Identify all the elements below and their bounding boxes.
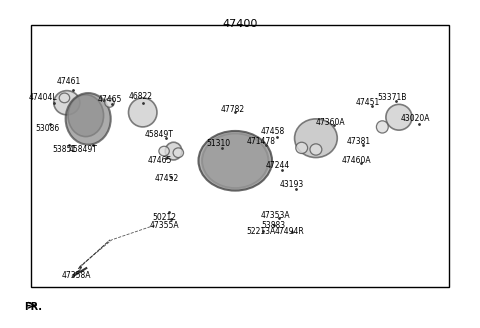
Text: 47400: 47400 [222,19,258,29]
Text: 53883: 53883 [261,221,285,230]
Text: 471478: 471478 [247,137,276,146]
Ellipse shape [296,142,308,154]
Ellipse shape [159,146,169,156]
Text: 47461: 47461 [57,77,81,86]
Text: 47782: 47782 [221,105,245,114]
Ellipse shape [202,133,268,188]
Text: 47404L: 47404L [29,93,58,102]
Text: 53851: 53851 [52,145,76,154]
Ellipse shape [59,93,70,103]
Text: 50212: 50212 [152,213,176,222]
Ellipse shape [310,144,322,155]
Ellipse shape [165,142,182,160]
Text: 45849T: 45849T [69,145,98,154]
Text: 51310: 51310 [206,138,231,148]
Text: 47465: 47465 [147,156,171,165]
Text: FR.: FR. [24,301,42,312]
Text: 43020A: 43020A [401,114,430,123]
Ellipse shape [295,119,337,157]
Text: 47451: 47451 [356,98,380,107]
Text: 47360A: 47360A [315,117,345,127]
Bar [31,25,449,287]
Text: 47244: 47244 [266,161,290,170]
Ellipse shape [105,98,114,107]
Text: 53371B: 53371B [377,93,407,102]
Text: 47353A: 47353A [261,211,290,220]
Text: 53086: 53086 [36,124,60,133]
Ellipse shape [376,121,388,133]
Text: 47460A: 47460A [341,156,371,165]
Ellipse shape [54,91,80,115]
Text: 46822: 46822 [128,92,152,101]
Ellipse shape [129,98,157,127]
Ellipse shape [199,131,272,191]
Ellipse shape [66,93,111,145]
Text: 45849T: 45849T [145,131,174,139]
Ellipse shape [386,104,412,130]
Text: 47381: 47381 [347,137,371,146]
Text: 47494R: 47494R [275,227,305,236]
Ellipse shape [68,95,104,136]
Text: 43193: 43193 [280,180,304,190]
Text: 47458: 47458 [261,127,285,136]
Text: 47465: 47465 [97,95,122,104]
Ellipse shape [173,148,183,157]
Text: 47355A: 47355A [149,221,179,230]
Text: 47358A: 47358A [61,271,91,280]
Text: 47452: 47452 [155,174,179,183]
Text: 52213A: 52213A [247,227,276,236]
